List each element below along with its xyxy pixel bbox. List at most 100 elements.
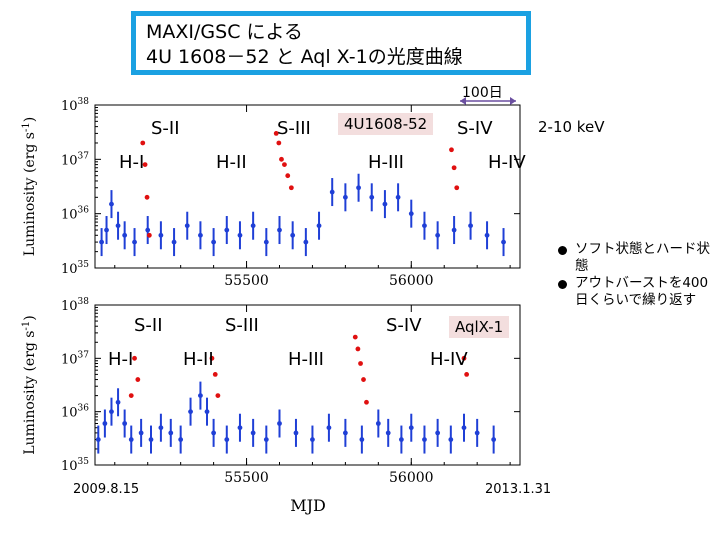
hard-state-point bbox=[474, 430, 480, 436]
start-date: 2009.8.15 bbox=[73, 482, 140, 497]
hard-state-point bbox=[204, 409, 210, 415]
soft-state-point bbox=[288, 185, 294, 191]
hard-state-point bbox=[468, 223, 473, 229]
hard-state-point bbox=[237, 232, 243, 238]
y-tick-label: 1037 bbox=[61, 151, 89, 168]
y-axis-label: Luminosity (erg s-1) bbox=[21, 315, 38, 454]
legend-text-states: ソフト状態とハード状態 bbox=[575, 241, 710, 274]
hard-state-point bbox=[109, 201, 114, 207]
hard-state-point bbox=[342, 194, 348, 200]
hard-state-point bbox=[451, 227, 457, 233]
hard-state-point bbox=[128, 437, 134, 442]
hard-state-point bbox=[115, 399, 121, 405]
title-line-1: MAXI/GSC による bbox=[146, 21, 303, 43]
hard-state-point bbox=[491, 437, 497, 442]
title-box: MAXI/GSC による 4U 1608－52 と Aql X-1の光度曲線 bbox=[131, 11, 531, 75]
soft-state-point bbox=[209, 355, 215, 361]
soft-state-point bbox=[352, 334, 358, 340]
soft-state-point bbox=[128, 393, 134, 399]
hard-state-point bbox=[398, 437, 404, 442]
top-state-h4: H-IV bbox=[488, 152, 526, 173]
energy-label: 2-10 keV bbox=[538, 118, 605, 136]
legend-text-outburst: アウトバーストを400日くらいで繰り返す bbox=[575, 275, 709, 308]
y-tick-label: 1035 bbox=[61, 457, 89, 474]
y-tick-label: 1038 bbox=[61, 97, 89, 114]
hard-state-point bbox=[250, 430, 256, 436]
scale-arrowhead-right bbox=[510, 97, 516, 105]
hard-state-point bbox=[115, 223, 121, 229]
hard-state-point bbox=[99, 239, 104, 245]
soft-state-point bbox=[273, 131, 279, 136]
hard-state-point bbox=[122, 421, 128, 426]
hard-state-point bbox=[104, 227, 109, 233]
hard-state-point bbox=[290, 232, 296, 238]
hard-state-point bbox=[224, 437, 230, 442]
top-state-s3: S-III bbox=[277, 118, 311, 139]
soft-state-point bbox=[464, 371, 470, 377]
hard-state-point bbox=[237, 425, 243, 431]
hard-state-point bbox=[375, 421, 381, 426]
bottom-state-h3: H-III bbox=[288, 349, 324, 370]
y-tick-label: 1036 bbox=[61, 206, 89, 223]
bullet-icon bbox=[558, 246, 567, 255]
title-line-2: 4U 1608－52 と Aql X-1の光度曲線 bbox=[146, 46, 463, 68]
soft-state-point bbox=[282, 162, 287, 167]
x-tick-label: 55500 bbox=[224, 273, 269, 289]
hard-state-point bbox=[211, 239, 217, 245]
hard-state-point bbox=[102, 421, 108, 426]
end-date: 2013.1.31 bbox=[485, 482, 552, 497]
top-state-h1: H-I bbox=[119, 152, 145, 173]
hard-state-point bbox=[422, 223, 427, 229]
hard-state-point bbox=[277, 421, 282, 426]
hard-state-point bbox=[148, 437, 154, 442]
hard-state-point bbox=[145, 227, 151, 233]
hard-state-point bbox=[484, 232, 490, 238]
soft-state-point bbox=[358, 361, 363, 366]
hard-state-point bbox=[408, 425, 414, 431]
bottom-state-s4: S-IV bbox=[386, 315, 422, 336]
hard-state-point bbox=[122, 232, 128, 238]
hard-state-point bbox=[188, 409, 193, 415]
y-tick-label: 1037 bbox=[61, 350, 89, 367]
hard-state-point bbox=[329, 189, 335, 195]
hard-state-point bbox=[382, 201, 388, 207]
soft-state-point bbox=[449, 147, 454, 153]
bottom-state-h4: H-IV bbox=[430, 349, 468, 370]
hard-state-point bbox=[435, 430, 441, 436]
bottom-state-s2: S-II bbox=[134, 315, 163, 336]
hard-state-point bbox=[277, 227, 282, 233]
hard-state-point bbox=[316, 223, 322, 229]
soft-state-point bbox=[142, 162, 148, 167]
x-tick-label: 55500 bbox=[224, 470, 269, 486]
soft-state-point bbox=[144, 194, 150, 200]
hard-state-point bbox=[138, 430, 144, 436]
bottom-state-h2: H-II bbox=[183, 349, 214, 370]
top-state-s2: S-II bbox=[151, 118, 180, 139]
hard-state-point bbox=[342, 430, 348, 436]
hard-state-point bbox=[171, 239, 177, 245]
soft-state-point bbox=[364, 399, 369, 405]
plot-frame bbox=[94, 104, 521, 269]
soft-state-point bbox=[135, 377, 141, 382]
hard-state-point bbox=[461, 425, 467, 431]
top-state-h3: H-III bbox=[368, 152, 404, 173]
hard-state-point bbox=[178, 437, 184, 442]
soft-state-point bbox=[361, 377, 366, 382]
hard-state-point bbox=[263, 437, 269, 442]
soft-state-point bbox=[285, 173, 291, 179]
hard-state-point bbox=[109, 409, 114, 415]
hard-state-point bbox=[211, 430, 217, 436]
hard-state-point bbox=[263, 239, 269, 245]
bottom-source-tag: AqlX-1 bbox=[449, 316, 510, 338]
y-tick-label: 1038 bbox=[61, 297, 89, 314]
hard-state-point bbox=[158, 232, 164, 238]
top-state-h2: H-II bbox=[216, 152, 247, 173]
hard-state-point bbox=[224, 227, 230, 233]
hard-state-point bbox=[95, 437, 101, 442]
hard-state-point bbox=[356, 185, 361, 191]
bullet-icon bbox=[558, 280, 567, 289]
legend: ソフト状態とハード状態 アウトバーストを400日くらいで繰り返す bbox=[556, 241, 720, 309]
legend-item: アウトバーストを400日くらいで繰り返す bbox=[556, 275, 720, 309]
soft-state-point bbox=[451, 165, 457, 171]
